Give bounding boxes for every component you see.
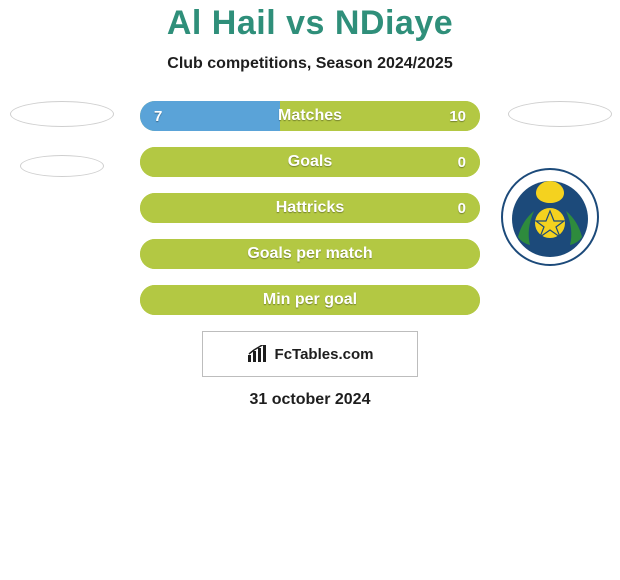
bar-chart-icon [247, 345, 269, 363]
stats-area: Matches710Goals0Hattricks0Goals per matc… [0, 101, 620, 315]
infographic-root: Al Hail vs NDiaye Club competitions, Sea… [0, 0, 620, 580]
stat-bar: Goals per match [140, 239, 480, 269]
comparison-title: Al Hail vs NDiaye [0, 4, 620, 43]
stat-bar: Matches7 10 [140, 101, 480, 131]
stat-bar-label: Matches [140, 101, 480, 131]
stat-bar-label: Goals per match [140, 239, 480, 269]
footer-date: 31 october 2024 [0, 391, 620, 409]
watermark: FcTables.com [202, 331, 418, 377]
stat-bar-label: Goals [140, 147, 480, 177]
stat-bar-left-value: 7 [154, 101, 162, 131]
ellipse-shape [20, 155, 104, 177]
watermark-text: FcTables.com [275, 346, 374, 363]
left-badge-shapes [10, 101, 110, 201]
club-crest-icon [500, 167, 600, 267]
comparison-bars: Matches710Goals0Hattricks0Goals per matc… [140, 101, 480, 315]
ellipse-shape [508, 101, 612, 127]
stat-bar-right-value: 0 [458, 147, 466, 177]
left-player-badge [10, 101, 110, 201]
stat-bar-right-value: 0 [458, 193, 466, 223]
stat-bar-label: Hattricks [140, 193, 480, 223]
stat-bar: Min per goal [140, 285, 480, 315]
stat-bar: Goals0 [140, 147, 480, 177]
stat-bar-right-value: 10 [449, 101, 466, 131]
ellipse-shape [10, 101, 114, 127]
comparison-subtitle: Club competitions, Season 2024/2025 [0, 55, 620, 73]
stat-bar-label: Min per goal [140, 285, 480, 315]
stat-bar: Hattricks0 [140, 193, 480, 223]
